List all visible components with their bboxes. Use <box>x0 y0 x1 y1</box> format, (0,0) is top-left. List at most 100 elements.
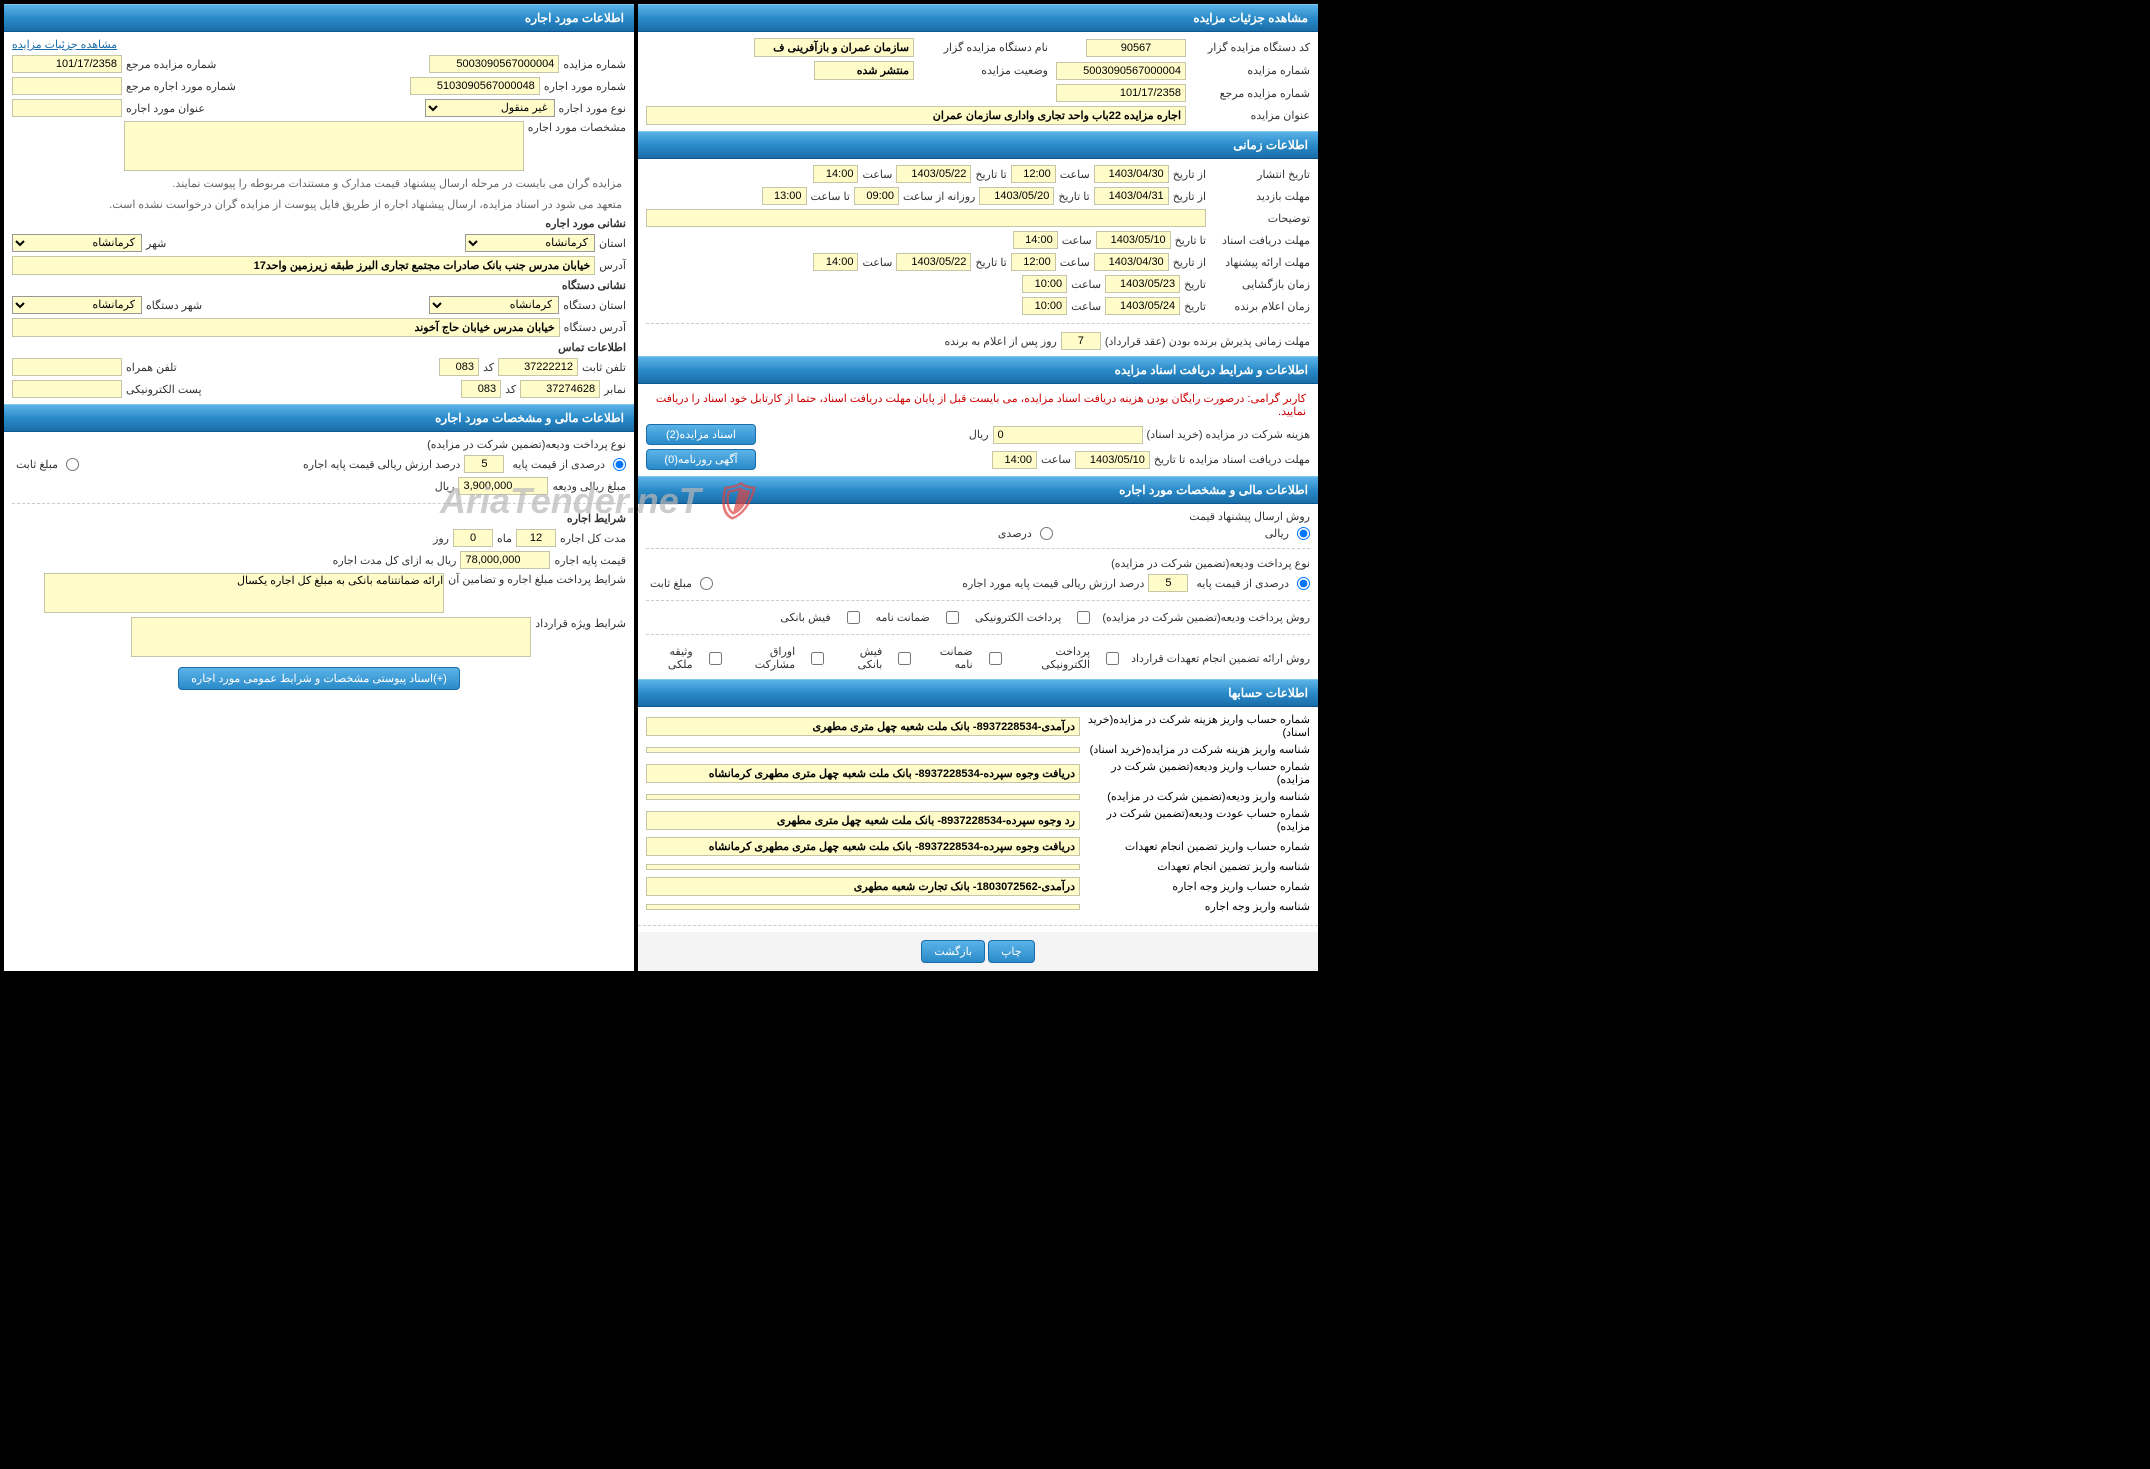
base-percent-radio-left[interactable] <box>613 458 626 471</box>
note-1: مزایده گران می بایست در مرحله ارسال پیشن… <box>12 173 626 194</box>
bank-receipt-label-1: فیش بانکی <box>780 611 830 624</box>
lease-spec-label: مشخصات مورد اجاره <box>528 121 626 134</box>
auction-status-field: منتشر شده <box>814 61 914 80</box>
time-label-1: ساعت <box>1060 168 1090 181</box>
guarantee-checkbox-1[interactable] <box>946 611 959 624</box>
account-value-field: دریافت وجوه سپرده-8937228534- بانک ملت ش… <box>646 837 1080 856</box>
print-button[interactable]: چاپ <box>988 940 1035 963</box>
account-label: شماره حساب واریز ودیعه(تضمین شرکت در مزا… <box>1080 760 1310 786</box>
winner-deadline-suffix: روز پس از اعلام به برنده <box>944 335 1056 348</box>
notes-label: توضیحات <box>1210 212 1310 225</box>
percent-radio-label: درصدی <box>998 527 1032 540</box>
financial-header-right: اطلاعات مالی و مشخصات مورد اجاره <box>638 476 1318 504</box>
to-time-label-1: تا ساعت <box>811 190 850 203</box>
doc-deadline-to-field: 1403/05/10 <box>1075 451 1150 469</box>
org-province-select[interactable]: کرمانشاه <box>429 296 559 314</box>
time-label-5: ساعت <box>862 256 892 269</box>
account-label: شماره حساب عودت ودیعه(تضمین شرکت در مزای… <box>1080 807 1310 833</box>
visit-label: مهلت بازدید <box>1210 190 1310 203</box>
org-addr-field: خیابان مدرس خیابان حاج آخوند <box>12 318 560 337</box>
from-date-label-3: از تاریخ <box>1173 256 1206 269</box>
from-date-label-2: از تاریخ <box>1173 190 1206 203</box>
auction-docs-button[interactable]: اسناد مزایده(2) <box>646 424 756 445</box>
to-date-label-2: تا تاریخ <box>1058 190 1089 203</box>
guarantee-label-1: ضمانت نامه <box>876 611 930 624</box>
city-select[interactable]: کرمانشاه <box>12 234 142 252</box>
payment-terms-textarea[interactable]: ارائه ضمانتنامه بانکی به مبلغ کل اجاره ی… <box>44 573 444 613</box>
announce-label: زمان اعلام برنده <box>1210 300 1310 313</box>
percent-radio[interactable] <box>1040 527 1053 540</box>
account-row: شماره حساب واریز وجه اجارهدرآمدی-1803072… <box>646 875 1310 898</box>
participation-cost-field: 0 <box>993 426 1143 444</box>
contract-terms-textarea[interactable] <box>131 617 531 657</box>
ref-number-field: 101/17/2358 <box>12 55 122 73</box>
ref-number-label-r: شماره مزایده مرجع <box>1190 87 1310 100</box>
account-label: شناسه واریز ودیعه(تضمین شرکت در مزایده) <box>1080 790 1310 803</box>
opening-time-field: 10:00 <box>1022 275 1067 293</box>
opening-date-field: 1403/05/23 <box>1105 275 1180 293</box>
rial-radio[interactable] <box>1297 527 1310 540</box>
city-label: شهر <box>146 237 166 250</box>
guarantee-checkbox-2[interactable] <box>989 652 1002 665</box>
epay-checkbox-1[interactable] <box>1077 611 1090 624</box>
account-value-field: رد وجوه سپرده-8937228534- بانک ملت شعبه … <box>646 811 1080 830</box>
fixed-radio-right[interactable] <box>700 577 713 590</box>
back-button[interactable]: بازگشت <box>921 940 985 963</box>
lease-type-select[interactable]: غیر منقول <box>425 99 555 117</box>
notes-field <box>646 209 1206 227</box>
daily-ad-button[interactable]: آگهی روزنامه(0) <box>646 449 756 470</box>
publish-from-field: 1403/04/30 <box>1094 165 1169 183</box>
deposit-amount-label: مبلغ ریالی ودیعه <box>552 480 626 493</box>
rial-label-left: ریال <box>435 480 455 493</box>
note-2: متعهد می شود در اسناد مزایده، ارسال پیشن… <box>12 194 626 215</box>
time-label-6: ساعت <box>1071 278 1101 291</box>
account-label: شناسه واریز هزینه شرکت در مزایده(خرید اس… <box>1080 743 1310 756</box>
doc-deadline-time-field: 14:00 <box>992 451 1037 469</box>
visit-to-time-field: 13:00 <box>762 187 807 205</box>
visit-to-field: 1403/05/20 <box>979 187 1054 205</box>
publish-time-field: 12:00 <box>1011 165 1056 183</box>
attachments-button[interactable]: (+)اسناد پیوستی مشخصات و شرایط عمومی مور… <box>178 667 460 690</box>
contact-header: اطلاعات تماس <box>558 341 626 354</box>
payment-terms-label: شرایط پرداخت مبلغ اجاره و تضامین آن <box>448 573 626 586</box>
auction-number-field: 5003090567000004 <box>429 55 559 73</box>
account-label: شناسه واریز تضمین انجام تعهدات <box>1080 860 1310 873</box>
time-label-2: ساعت <box>862 168 892 181</box>
account-row: شماره حساب واریز تضمین انجام تعهداتدریاف… <box>646 835 1310 858</box>
deposit-amount-field: 3,900,000 <box>458 477 548 495</box>
org-addr-label: آدرس دستگاه <box>564 321 626 334</box>
account-label: شماره حساب واریز هزینه شرکت در مزایده(خر… <box>1080 713 1310 739</box>
auctioneer-name-label: نام دستگاه مزایده گزار <box>918 41 1048 54</box>
province-select[interactable]: کرمانشاه <box>465 234 595 252</box>
epay-checkbox-2[interactable] <box>1106 652 1119 665</box>
day-label: روز <box>433 532 449 545</box>
base-price-label: قیمت پایه اجاره <box>554 554 626 567</box>
daily-from-label: روزانه از ساعت <box>903 190 975 203</box>
account-value-field: درآمدی-1803072562- بانک تجارت شعبه مطهری <box>646 877 1080 896</box>
bank-receipt-checkbox-1[interactable] <box>847 611 860 624</box>
lease-spec-textarea[interactable] <box>124 121 524 171</box>
auction-title-field: اجاره مزایده 22باب واحد تجاری واداری ساز… <box>646 106 1186 125</box>
from-date-label-1: از تاریخ <box>1173 168 1206 181</box>
account-label: شماره حساب واریز تضمین انجام تعهدات <box>1080 840 1310 853</box>
base-percent-field-right: 5 <box>1148 574 1188 592</box>
lease-address-header: نشانی مورد اجاره <box>545 217 626 230</box>
doc-receive-time-field: 14:00 <box>1013 231 1058 249</box>
proposal-from-time-field: 12:00 <box>1011 253 1056 271</box>
proposal-to-field: 1403/05/22 <box>896 253 971 271</box>
account-value-field: دریافت وجوه سپرده-8937228534- بانک ملت ش… <box>646 764 1080 783</box>
fixed-radio-label-right: مبلغ ثابت <box>650 577 692 590</box>
announce-date-field: 1403/05/24 <box>1105 297 1180 315</box>
base-percent-radio-right[interactable] <box>1297 577 1310 590</box>
account-value-field <box>646 794 1080 800</box>
lease-title-label: عنوان مورد اجاره <box>126 102 205 115</box>
bank-receipt-checkbox-2[interactable] <box>898 652 911 665</box>
org-city-select[interactable]: کرمانشاه <box>12 296 142 314</box>
code-label: کد <box>483 361 494 374</box>
fixed-radio-left[interactable] <box>66 458 79 471</box>
bonds-checkbox[interactable] <box>811 652 824 665</box>
view-details-link[interactable]: مشاهده جزئیات مزایده <box>12 39 117 51</box>
account-value-field <box>646 747 1080 753</box>
property-checkbox[interactable] <box>709 652 722 665</box>
time-info-header: اطلاعات زمانی <box>638 131 1318 159</box>
